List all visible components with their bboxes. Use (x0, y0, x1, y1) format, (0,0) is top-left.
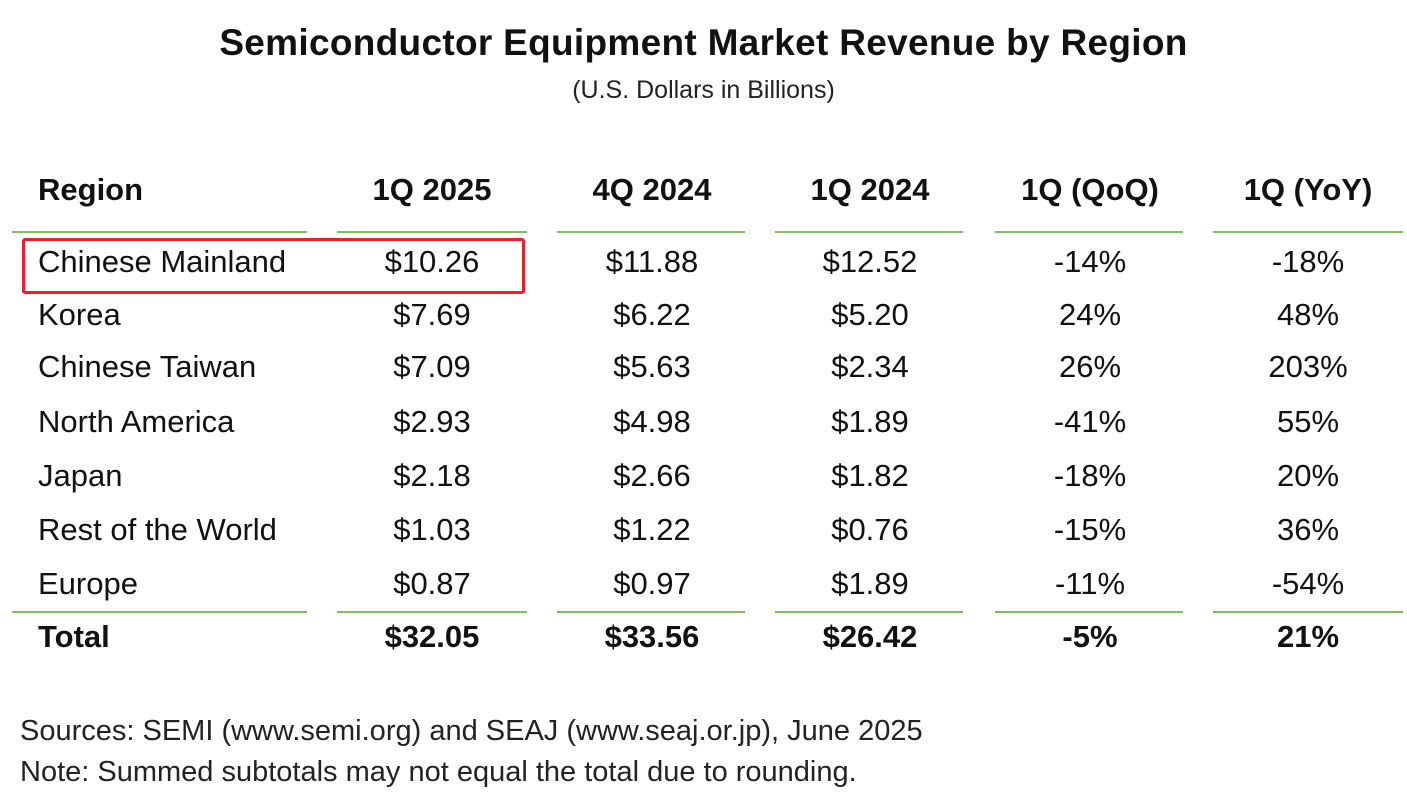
row-label: Chinese Mainland (38, 244, 287, 279)
column-header: Region (38, 172, 144, 207)
table-rule-header (1213, 231, 1403, 233)
row-label: Japan (38, 458, 123, 493)
table-cell: -18% (1271, 244, 1345, 279)
total-cell: -5% (1062, 619, 1118, 654)
table-cell: $7.09 (393, 349, 471, 384)
table-cell: $0.76 (831, 512, 909, 547)
table-cell: 36% (1276, 512, 1340, 547)
table-cell: 26% (1058, 349, 1122, 384)
table-cell: $0.97 (613, 566, 691, 601)
column-header: 4Q 2024 (592, 172, 712, 207)
rounding-note: Note: Summed subtotals may not equal the… (20, 756, 857, 788)
table-cell: -11% (1054, 566, 1126, 601)
table-cell: -41% (1053, 404, 1127, 439)
table-cell: $1.89 (831, 404, 909, 439)
table-cell: $2.66 (613, 458, 691, 493)
table-cell: $12.52 (822, 244, 918, 279)
revenue-table: Region 1Q 2025 4Q 2024 1Q 2024 1Q (QoQ) 1Q (Y… (12, 172, 1403, 654)
table-cell: $0.87 (393, 566, 471, 601)
table-cell: $6.22 (613, 297, 691, 332)
table-rule-total (775, 611, 963, 613)
table-cell: $2.34 (831, 349, 909, 384)
table-cell: $10.26 (384, 244, 480, 279)
column-header: 1Q 2024 (810, 172, 930, 207)
total-label: Total (38, 619, 110, 654)
total-cell: $33.56 (604, 619, 700, 654)
table-rule-total (995, 611, 1183, 613)
table-rule-header (12, 231, 307, 233)
highlight-box (22, 238, 525, 294)
table-rule-total (1213, 611, 1403, 613)
table-rule-total (337, 611, 527, 613)
row-label: Rest of the World (38, 512, 277, 547)
total-cell: 21% (1276, 619, 1340, 654)
table-cell: -54% (1271, 566, 1345, 601)
table-rule-header (337, 231, 527, 233)
total-cell: $32.05 (384, 619, 480, 654)
row-label: Korea (38, 297, 121, 332)
column-header: 1Q (QoQ) (1021, 172, 1159, 207)
table-cell: $7.69 (393, 297, 471, 332)
table-rule-total (12, 611, 307, 613)
table-cell: 20% (1276, 458, 1340, 493)
table-rule-header (775, 231, 963, 233)
table-cell: 24% (1058, 297, 1122, 332)
table-cell: -15% (1053, 512, 1127, 547)
table-cell: $5.63 (613, 349, 691, 384)
table-rule-header (557, 231, 745, 233)
table-cell: -18% (1053, 458, 1127, 493)
sources-note: Sources: SEMI (www.semi.org) and SEAJ (w… (20, 715, 923, 747)
row-label: North America (38, 404, 235, 439)
chart-subtitle: (U.S. Dollars in Billions) (572, 76, 835, 104)
table-cell: 55% (1276, 404, 1340, 439)
table-rule-header (995, 231, 1183, 233)
table-cell: $2.93 (393, 404, 471, 439)
table-cell: $11.88 (605, 244, 699, 279)
table-cell: 48% (1276, 297, 1340, 332)
table-cell: -14% (1053, 244, 1127, 279)
table-cell: $1.03 (393, 512, 471, 547)
row-label: Chinese Taiwan (38, 349, 257, 384)
table-cell: $1.22 (613, 512, 691, 547)
column-header: 1Q 2025 (372, 172, 492, 207)
total-cell: $26.42 (822, 619, 918, 654)
row-label: Europe (38, 566, 138, 601)
chart-title: Semiconductor Equipment Market Revenue b… (219, 22, 1188, 63)
column-header: 1Q (YoY) (1243, 172, 1373, 207)
table-cell: $2.18 (393, 458, 471, 493)
table-cell: $1.89 (831, 566, 909, 601)
table-cell: $5.20 (831, 297, 909, 332)
table-cell: $1.82 (831, 458, 909, 493)
table-cell: 203% (1268, 349, 1348, 384)
table-cell: $4.98 (613, 404, 691, 439)
table-rule-total (557, 611, 745, 613)
